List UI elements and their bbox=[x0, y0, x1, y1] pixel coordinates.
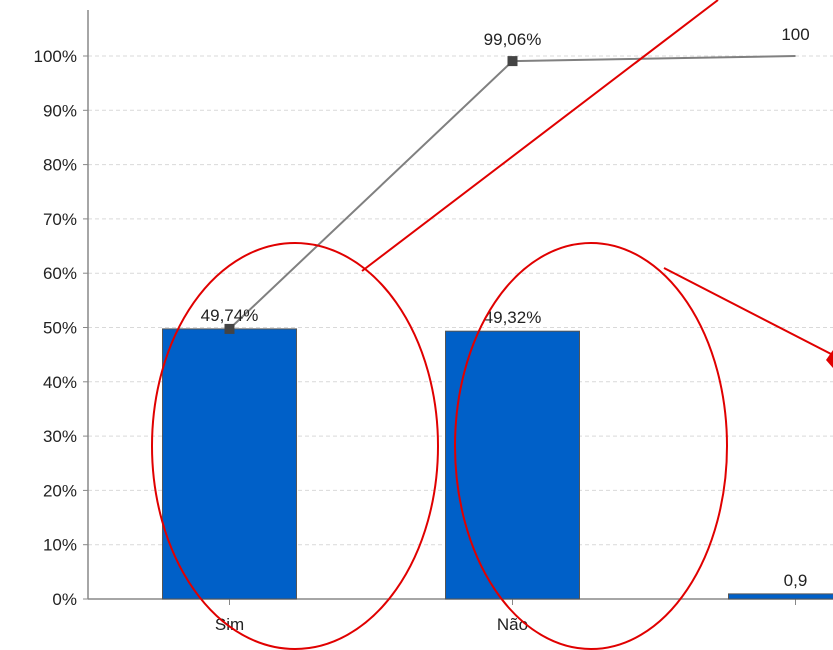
bar bbox=[445, 330, 580, 600]
y-tick-label: 30% bbox=[43, 427, 77, 446]
arrowhead-icon bbox=[826, 350, 833, 368]
highlight-ellipse bbox=[151, 242, 439, 650]
line-point-marker bbox=[507, 56, 518, 67]
bar-series bbox=[162, 328, 833, 600]
y-tick-label: 90% bbox=[43, 101, 77, 120]
bar-data-label: 0,9 bbox=[784, 571, 808, 590]
y-tick-label: 100% bbox=[34, 47, 77, 66]
y-tick-label: 50% bbox=[43, 319, 77, 338]
y-tick-label: 80% bbox=[43, 156, 77, 175]
line-point-marker bbox=[224, 323, 235, 334]
annotation-arrow-line bbox=[663, 267, 833, 356]
y-tick-label: 10% bbox=[43, 536, 77, 555]
bar-data-label: 49,32% bbox=[484, 308, 542, 327]
bar-data-label: 49,74% bbox=[201, 306, 259, 325]
x-tick-label: Não bbox=[497, 615, 528, 634]
axes: 0%10%20%30%40%50%60%70%80%90%100%Sim Não bbox=[34, 10, 833, 634]
line-data-label: 99,06% bbox=[484, 30, 542, 49]
data-labels: 49,74% 49,32% 0,9 99,06% 100 bbox=[201, 25, 810, 590]
line-data-label: 100 bbox=[781, 25, 809, 44]
cumulative-line bbox=[228, 55, 796, 330]
y-tick-label: 20% bbox=[43, 481, 77, 500]
cumulative-line-series bbox=[224, 55, 796, 334]
highlight-ellipse bbox=[454, 242, 728, 650]
bar bbox=[728, 593, 833, 600]
y-tick-label: 0% bbox=[52, 590, 77, 609]
y-tick-label: 60% bbox=[43, 264, 77, 283]
annotations bbox=[151, 0, 833, 650]
y-tick-label: 40% bbox=[43, 373, 77, 392]
annotation-arrow-line bbox=[361, 0, 719, 272]
y-tick-label: 70% bbox=[43, 210, 77, 229]
bar bbox=[162, 328, 297, 600]
